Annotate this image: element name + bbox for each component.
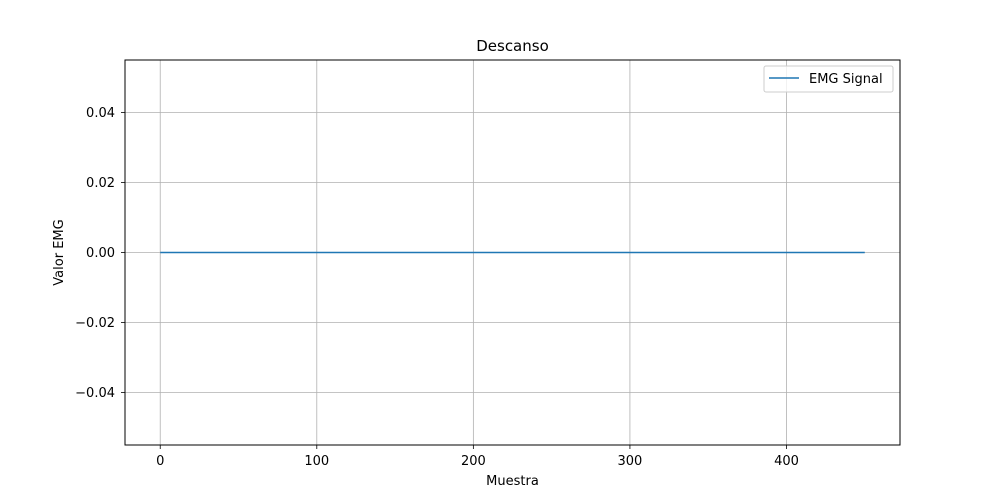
y-tick-label: 0.00 [86,246,115,261]
tick-layer: 0 100 200 300 400 0.04 0.02 0.00 −0.02 −0.04 [75,106,799,469]
legend: EMG Signal [763,65,894,93]
y-tick-label: −0.04 [75,386,115,401]
legend-label: EMG Signal [809,72,883,87]
x-axis-label: Muestra [486,474,539,489]
legend-box [763,65,894,93]
y-tick-label: 0.04 [86,106,115,121]
x-tick-label: 200 [461,454,486,469]
y-tick-label: 0.02 [86,176,115,191]
x-tick-label: 0 [156,454,164,469]
x-tick-label: 400 [774,454,799,469]
y-tick-label: −0.02 [75,316,115,331]
x-tick-label: 100 [304,454,329,469]
chart-title: Descanso [476,37,549,55]
y-axis-label: Valor EMG [52,219,67,285]
x-tick-label: 300 [618,454,643,469]
